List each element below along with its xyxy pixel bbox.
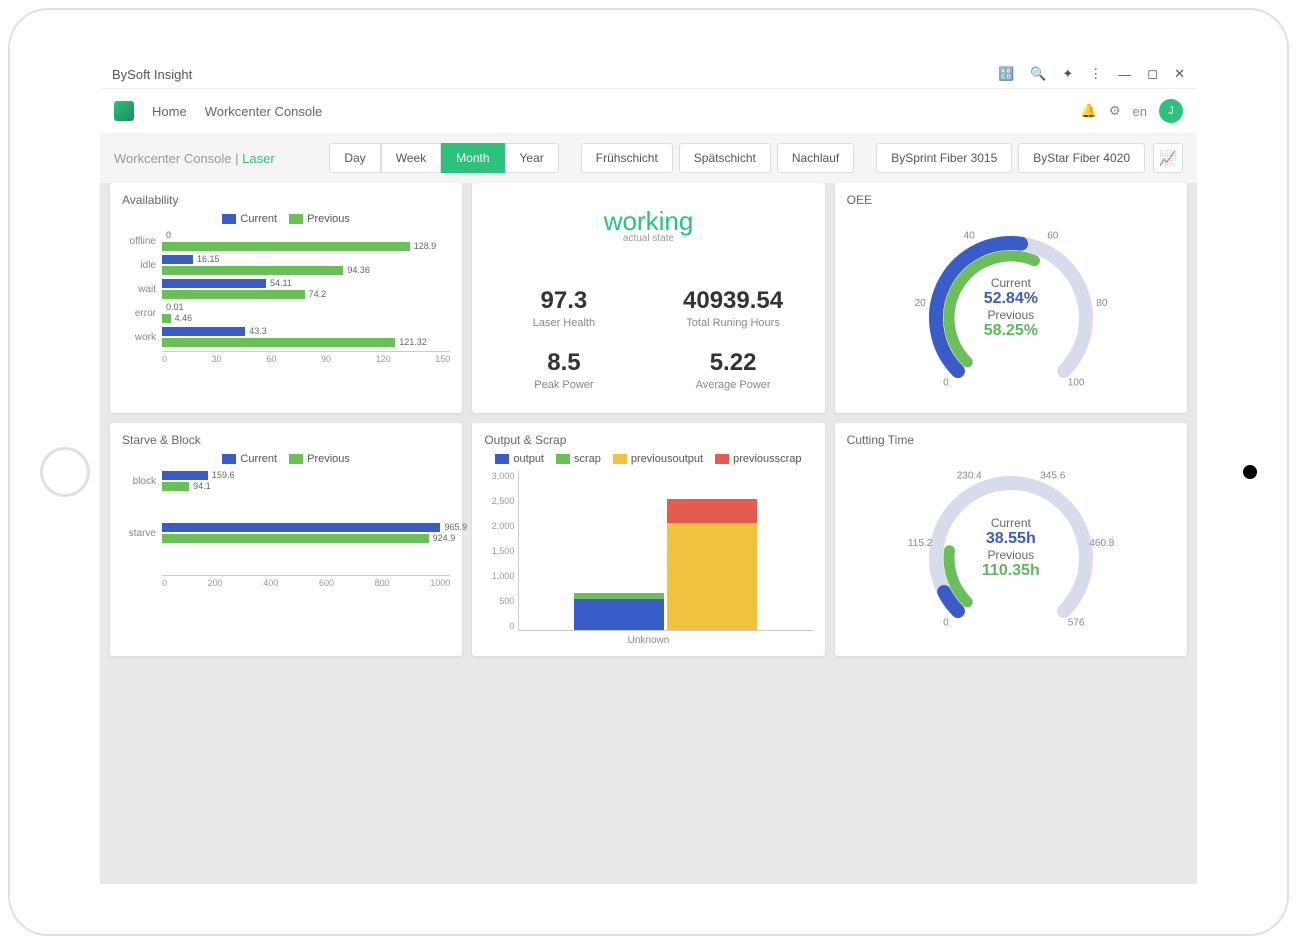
output-title: Output & Scrap bbox=[484, 433, 812, 447]
oee-current: 52.84% bbox=[984, 290, 1038, 308]
svg-text:345.6: 345.6 bbox=[1040, 471, 1065, 482]
more-icon[interactable]: ⋮ bbox=[1089, 66, 1102, 82]
maximize-icon[interactable]: ◻ bbox=[1147, 66, 1158, 82]
shift-filter[interactable]: Spätschicht bbox=[679, 143, 771, 173]
svg-text:100: 100 bbox=[1068, 378, 1085, 389]
panel-starve: Starve & Block Current Previous block159… bbox=[110, 423, 462, 656]
navbar: Home Workcenter Console 🔔 ⚙ en J bbox=[100, 88, 1197, 133]
kpi-label: Average Power bbox=[653, 379, 812, 391]
shift-filter[interactable]: Frühschicht bbox=[581, 143, 673, 173]
panel-status: working actual state 97.3Laser Health409… bbox=[472, 183, 824, 413]
tablet-frame: BySoft Insight 🔠 🔍 ✦ ⋮ — ◻ ✕ Home Workce… bbox=[8, 8, 1289, 936]
translate-icon[interactable]: 🔠 bbox=[998, 66, 1014, 82]
dashboard: Availability Current Previous offline012… bbox=[100, 183, 1197, 666]
oee-gauge: 020406080100 Current 52.84% Previous 58.… bbox=[847, 213, 1175, 403]
minimize-icon[interactable]: — bbox=[1118, 67, 1131, 82]
breadcrumb-current: Laser bbox=[242, 151, 275, 166]
shift-filter[interactable]: Nachlauf bbox=[777, 143, 854, 173]
output-xlabel: Unknown bbox=[484, 635, 812, 646]
machine-filter[interactable]: BySprint Fiber 3015 bbox=[876, 143, 1012, 173]
close-icon[interactable]: ✕ bbox=[1174, 66, 1185, 82]
time-filter-week[interactable]: Week bbox=[381, 143, 441, 173]
extension-icon[interactable]: ✦ bbox=[1062, 66, 1073, 82]
starve-chart: block159.694.1starve965.9924.9 bbox=[122, 471, 450, 575]
window-title: BySoft Insight bbox=[112, 67, 192, 82]
nav-console[interactable]: Workcenter Console bbox=[205, 104, 323, 119]
cutting-previous: 110.35h bbox=[982, 562, 1040, 580]
window-titlebar: BySoft Insight 🔠 🔍 ✦ ⋮ — ◻ ✕ bbox=[100, 60, 1197, 88]
breadcrumb: Workcenter Console | Laser bbox=[114, 151, 275, 166]
kpi-value: 5.22 bbox=[653, 349, 812, 377]
tablet-camera bbox=[1243, 465, 1257, 479]
time-filter-month[interactable]: Month bbox=[441, 143, 504, 173]
panel-oee: OEE 020406080100 Current 52.84% Previous… bbox=[835, 183, 1187, 413]
chart-toggle-icon[interactable]: 📈 bbox=[1153, 143, 1183, 173]
cutting-gauge: 0115.2230.4345.6460.8576 Current 38.55h … bbox=[847, 453, 1175, 643]
svg-text:115.2: 115.2 bbox=[908, 538, 933, 549]
svg-text:40: 40 bbox=[963, 231, 975, 242]
output-legend: outputscrappreviousoutputpreviousscrap bbox=[484, 453, 812, 465]
panel-cutting: Cutting Time 0115.2230.4345.6460.8576 Cu… bbox=[835, 423, 1187, 656]
machine-filter[interactable]: ByStar Fiber 4020 bbox=[1018, 143, 1145, 173]
availability-chart: offline0128.9idle16.1594.36wait54.1174.2… bbox=[122, 231, 450, 351]
svg-text:0: 0 bbox=[943, 618, 949, 629]
svg-text:230.4: 230.4 bbox=[957, 471, 982, 482]
starve-legend: Current Previous bbox=[122, 453, 450, 465]
svg-text:460.8: 460.8 bbox=[1089, 538, 1114, 549]
svg-text:80: 80 bbox=[1096, 298, 1108, 309]
breadcrumb-parent[interactable]: Workcenter Console bbox=[114, 151, 232, 166]
availability-title: Availability bbox=[122, 193, 450, 207]
kpi-label: Laser Health bbox=[484, 317, 643, 329]
filter-bar: Workcenter Console | Laser DayWeekMonthY… bbox=[100, 133, 1197, 183]
kpi-label: Peak Power bbox=[484, 379, 643, 391]
avatar[interactable]: J bbox=[1159, 99, 1183, 123]
lang-label[interactable]: en bbox=[1133, 104, 1147, 119]
screen: BySoft Insight 🔠 🔍 ✦ ⋮ — ◻ ✕ Home Workce… bbox=[100, 60, 1197, 884]
output-chart: 05001,0001,5002,0002,5003,000 bbox=[484, 471, 812, 631]
titlebar-controls: 🔠 🔍 ✦ ⋮ — ◻ ✕ bbox=[998, 66, 1185, 82]
kpi-label: Total Runing Hours bbox=[653, 317, 812, 329]
time-filter-day[interactable]: Day bbox=[329, 143, 380, 173]
starve-title: Starve & Block bbox=[122, 433, 450, 447]
oee-title: OEE bbox=[847, 193, 1175, 207]
gear-icon[interactable]: ⚙ bbox=[1109, 103, 1121, 119]
panel-availability: Availability Current Previous offline012… bbox=[110, 183, 462, 413]
status-subtitle: actual state bbox=[484, 233, 812, 244]
svg-text:60: 60 bbox=[1047, 231, 1059, 242]
oee-previous: 58.25% bbox=[984, 322, 1038, 340]
availability-legend: Current Previous bbox=[122, 213, 450, 225]
kpi-grid: 97.3 Laser Health 40939.54 Total Runing Hou… bbox=[484, 287, 812, 391]
cutting-title: Cutting Time bbox=[847, 433, 1175, 447]
time-filter-year[interactable]: Year bbox=[505, 143, 559, 173]
nav-home[interactable]: Home bbox=[152, 104, 187, 119]
kpi-value: 8.5 bbox=[484, 349, 643, 377]
panel-output: Output & Scrap outputscrappreviousoutput… bbox=[472, 423, 824, 656]
search-icon[interactable]: 🔍 bbox=[1030, 66, 1046, 82]
svg-text:576: 576 bbox=[1068, 618, 1085, 629]
svg-text:20: 20 bbox=[914, 298, 926, 309]
kpi-value: 40939.54 bbox=[653, 287, 812, 315]
app-logo[interactable] bbox=[114, 101, 134, 121]
cutting-current: 38.55h bbox=[982, 530, 1040, 548]
tablet-home-button[interactable] bbox=[40, 447, 90, 497]
bell-icon[interactable]: 🔔 bbox=[1081, 103, 1097, 119]
svg-text:0: 0 bbox=[943, 378, 949, 389]
kpi-value: 97.3 bbox=[484, 287, 643, 315]
filter-buttons: DayWeekMonthYear FrühschichtSpätschichtN… bbox=[329, 143, 1183, 173]
